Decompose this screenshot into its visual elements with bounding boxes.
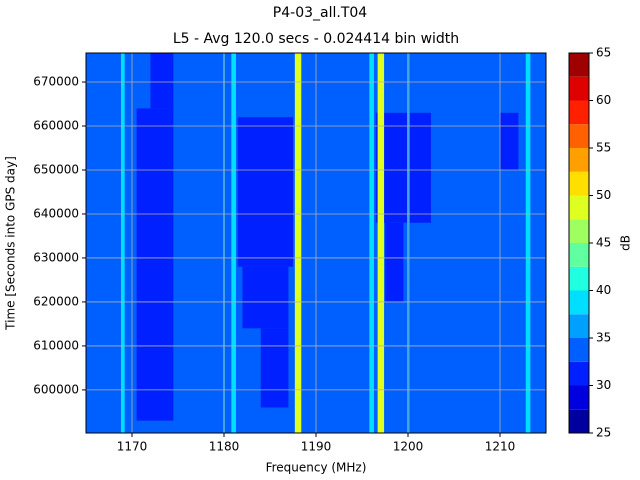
overlay: 1170 1180 1190 1200 1210 600000 610000 620000 63… [33, 46, 611, 454]
colorbar-tick-label: 45 [596, 236, 611, 250]
colorbar-segment [569, 124, 589, 148]
heatmap-cell [385, 222, 404, 302]
colorbar-tick-label: 65 [596, 46, 611, 60]
x-tick-label: 1180 [209, 440, 240, 454]
y-tick-label: 610000 [33, 338, 79, 352]
heatmap-cell [525, 53, 531, 433]
colorbar-segment [569, 219, 589, 243]
colorbar-label: dB [619, 235, 633, 251]
heatmap-cell [294, 53, 302, 433]
heatmap-cell [120, 53, 125, 433]
y-tick-label: 660000 [33, 119, 79, 133]
y-tick-label: 640000 [33, 206, 79, 220]
colorbar-tick-label: 55 [596, 141, 611, 155]
heatmap-cell [377, 53, 385, 433]
colorbar-tick-label: 60 [596, 93, 611, 107]
colorbar-tick-label: 50 [596, 188, 611, 202]
colorbar-segment [569, 171, 589, 196]
y-tick-label: 600000 [33, 382, 79, 396]
colorbar-segment [569, 76, 589, 101]
colorbar-segment [569, 100, 589, 125]
heatmap-cell [231, 53, 236, 433]
colorbar-segment [569, 338, 589, 362]
heatmap-cell [407, 53, 410, 433]
colorbar-segment [569, 266, 589, 291]
colorbar-tick-label: 40 [596, 283, 611, 297]
heatmap-cell [375, 112, 431, 223]
colorbar-segment [569, 361, 589, 386]
colorbar-tick-label: 30 [596, 378, 611, 392]
x-tick-label: 1200 [393, 440, 424, 454]
colorbar-segment [569, 290, 589, 315]
colorbar-segment [569, 53, 589, 77]
colorbar-segment [569, 385, 589, 410]
colorbar-segment [569, 148, 589, 172]
x-tick-label: 1190 [301, 440, 332, 454]
heatmap-cell [242, 266, 289, 329]
x-tick-label: 1170 [117, 440, 148, 454]
colorbar-segment [569, 314, 589, 338]
x-tick-label: 1210 [485, 440, 516, 454]
heatmap-cell [237, 117, 293, 267]
y-tick-label: 620000 [33, 294, 79, 308]
chart-title: P4-03_all.T04 [273, 5, 367, 21]
y-axis-label: Time [Seconds into GPS day] [4, 156, 18, 331]
y-tick-label: 630000 [33, 250, 79, 264]
chart-subtitle: L5 - Avg 120.0 secs - 0.024414 bin width [173, 31, 459, 47]
heatmap-cell [150, 53, 174, 109]
colorbar-segment [569, 409, 589, 433]
colorbar-tick-label: 35 [596, 331, 611, 345]
colorbar-segment [569, 243, 589, 267]
y-tick-label: 650000 [33, 162, 79, 176]
y-tick-label: 670000 [33, 75, 79, 89]
heatmap-cell [136, 108, 174, 421]
heatmap-cell [500, 112, 519, 170]
heatmap-cell [369, 53, 374, 433]
x-axis-label: Frequency (MHz) [266, 461, 367, 475]
colorbar-segment [569, 195, 589, 220]
heatmap-cell [260, 328, 289, 408]
plot-frame [85, 52, 547, 434]
colorbar-tick-label: 25 [596, 426, 611, 440]
